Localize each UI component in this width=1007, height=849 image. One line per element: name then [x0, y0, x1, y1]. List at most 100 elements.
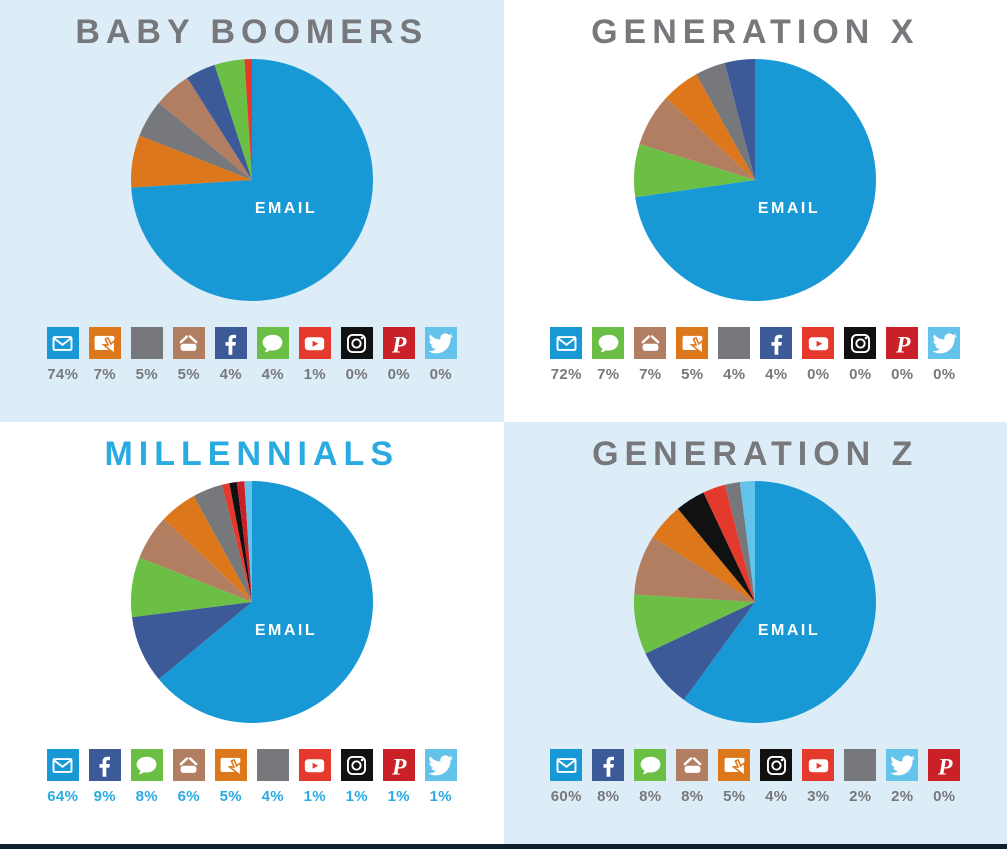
twitter-icon	[424, 327, 457, 359]
other-icon	[256, 749, 289, 781]
pie-slice-facebook	[131, 602, 252, 680]
facebook-icon	[88, 749, 121, 781]
pie-slice-other	[139, 102, 252, 180]
pie-slice-online	[130, 135, 252, 188]
channel-percentage: 4%	[261, 366, 284, 383]
panel-baby-boomers: BABY BOOMERS EMAIL 74% 7% 5% 5% 4% 4% 1% 0% P 0% 0…	[0, 0, 504, 422]
channel-item-email: 72%	[550, 327, 583, 383]
online-icon	[676, 327, 709, 359]
facebook-icon	[214, 327, 247, 359]
channel-item-youtube: 1%	[298, 749, 331, 805]
channel-percentage: 5%	[219, 788, 242, 805]
pinterest-icon: P	[382, 749, 415, 781]
channel-percentage: 5%	[681, 366, 704, 383]
youtube-icon	[802, 327, 835, 359]
panel-generation-x: GENERATION X EMAIL 72% 7% 7% 5% 4% 4% 0% 0% P 0% 0…	[503, 0, 1007, 422]
channel-percentage: 74%	[47, 366, 79, 383]
channel-percentage: 6%	[177, 788, 200, 805]
channel-item-in-store: 6%	[172, 749, 205, 805]
channel-item-online: 5%	[214, 749, 247, 805]
channel-item-facebook: 9%	[88, 749, 121, 805]
pie-slice-in-store	[639, 97, 756, 180]
pie-slice-email	[684, 481, 877, 723]
pie-center-label: EMAIL	[255, 200, 317, 217]
channel-item-twitter: 2%	[886, 749, 919, 805]
channel-percentage: 0%	[891, 366, 914, 383]
svg-text:P: P	[391, 332, 407, 357]
footer-bar	[0, 844, 1007, 849]
pie-slice-pinterest	[236, 481, 252, 602]
channel-percentage: 0%	[933, 788, 956, 805]
other-icon	[844, 749, 877, 781]
text-message-icon	[634, 749, 667, 781]
channel-percentage: 1%	[303, 788, 326, 805]
text-message-icon	[592, 327, 625, 359]
pinterest-icon: P	[382, 327, 415, 359]
channel-item-twitter: 0%	[928, 327, 961, 383]
email-icon	[550, 749, 583, 781]
pie-slice-youtube	[221, 483, 252, 602]
pinterest-icon: P	[886, 327, 919, 359]
pie-slice-in-store	[139, 519, 252, 602]
other-icon	[130, 327, 163, 359]
channel-item-pinterest: P 0%	[886, 327, 919, 383]
channel-item-facebook: 4%	[760, 327, 793, 383]
channel-percentage: 72%	[550, 366, 582, 383]
channel-item-other: 2%	[844, 749, 877, 805]
in-store-icon	[676, 749, 709, 781]
channel-item-facebook: 4%	[214, 327, 247, 383]
facebook-icon	[760, 327, 793, 359]
svg-text:P: P	[937, 754, 953, 779]
channel-percentage: 2%	[891, 788, 914, 805]
pie-slice-online	[163, 495, 252, 602]
channel-item-youtube: 3%	[802, 749, 835, 805]
channel-item-online: 5%	[676, 327, 709, 383]
pie-slice-facebook	[186, 64, 252, 180]
channel-percentage: 8%	[597, 788, 620, 805]
channel-percentage: 1%	[345, 788, 368, 805]
channel-item-online: 7%	[88, 327, 121, 383]
channel-item-text-message: 4%	[256, 327, 289, 383]
pie-slice-in-store	[634, 537, 756, 602]
pie-center-label: EMAIL	[758, 622, 820, 639]
pie-slice-twitter	[740, 481, 756, 602]
pie-slice-facebook	[645, 602, 756, 700]
email-icon	[46, 327, 79, 359]
panel-generation-z: GENERATION Z EMAIL 60% 8% 8% 8% 5% 4% 3% 2% 2% P 0…	[503, 422, 1007, 844]
channel-percentage: 0%	[345, 366, 368, 383]
channel-percentage: 1%	[387, 788, 410, 805]
channel-item-other: 5%	[130, 327, 163, 383]
instagram-icon	[340, 327, 373, 359]
twitter-icon	[424, 749, 457, 781]
pie-slice-twitter	[244, 481, 252, 602]
channel-item-text-message: 7%	[592, 327, 625, 383]
channel-percentage: 4%	[261, 788, 284, 805]
channel-percentage: 3%	[807, 788, 830, 805]
channel-item-facebook: 8%	[592, 749, 625, 805]
svg-text:P: P	[895, 332, 911, 357]
pie-slice-email	[130, 59, 373, 301]
channel-percentage: 8%	[135, 788, 158, 805]
channel-percentage: 5%	[177, 366, 200, 383]
instagram-icon	[340, 749, 373, 781]
channel-percentage: 7%	[93, 366, 116, 383]
channel-item-text-message: 8%	[130, 749, 163, 805]
online-icon	[214, 749, 247, 781]
channel-item-instagram: 0%	[340, 327, 373, 383]
channel-percentage: 60%	[550, 788, 582, 805]
channel-percentage: 5%	[723, 788, 746, 805]
twitter-icon	[928, 327, 961, 359]
channel-percentage: 1%	[303, 366, 326, 383]
channel-percentage: 0%	[933, 366, 956, 383]
online-icon	[718, 749, 751, 781]
pinterest-icon: P	[928, 749, 961, 781]
channel-item-in-store: 5%	[172, 327, 205, 383]
channel-percentage: 1%	[429, 788, 452, 805]
channel-item-instagram: 4%	[760, 749, 793, 805]
pie-center-label: EMAIL	[255, 622, 317, 639]
pie-slice-text-message	[634, 144, 756, 198]
channel-item-instagram: 1%	[340, 749, 373, 805]
channel-percentage: 8%	[639, 788, 662, 805]
channel-percentage: 8%	[681, 788, 704, 805]
